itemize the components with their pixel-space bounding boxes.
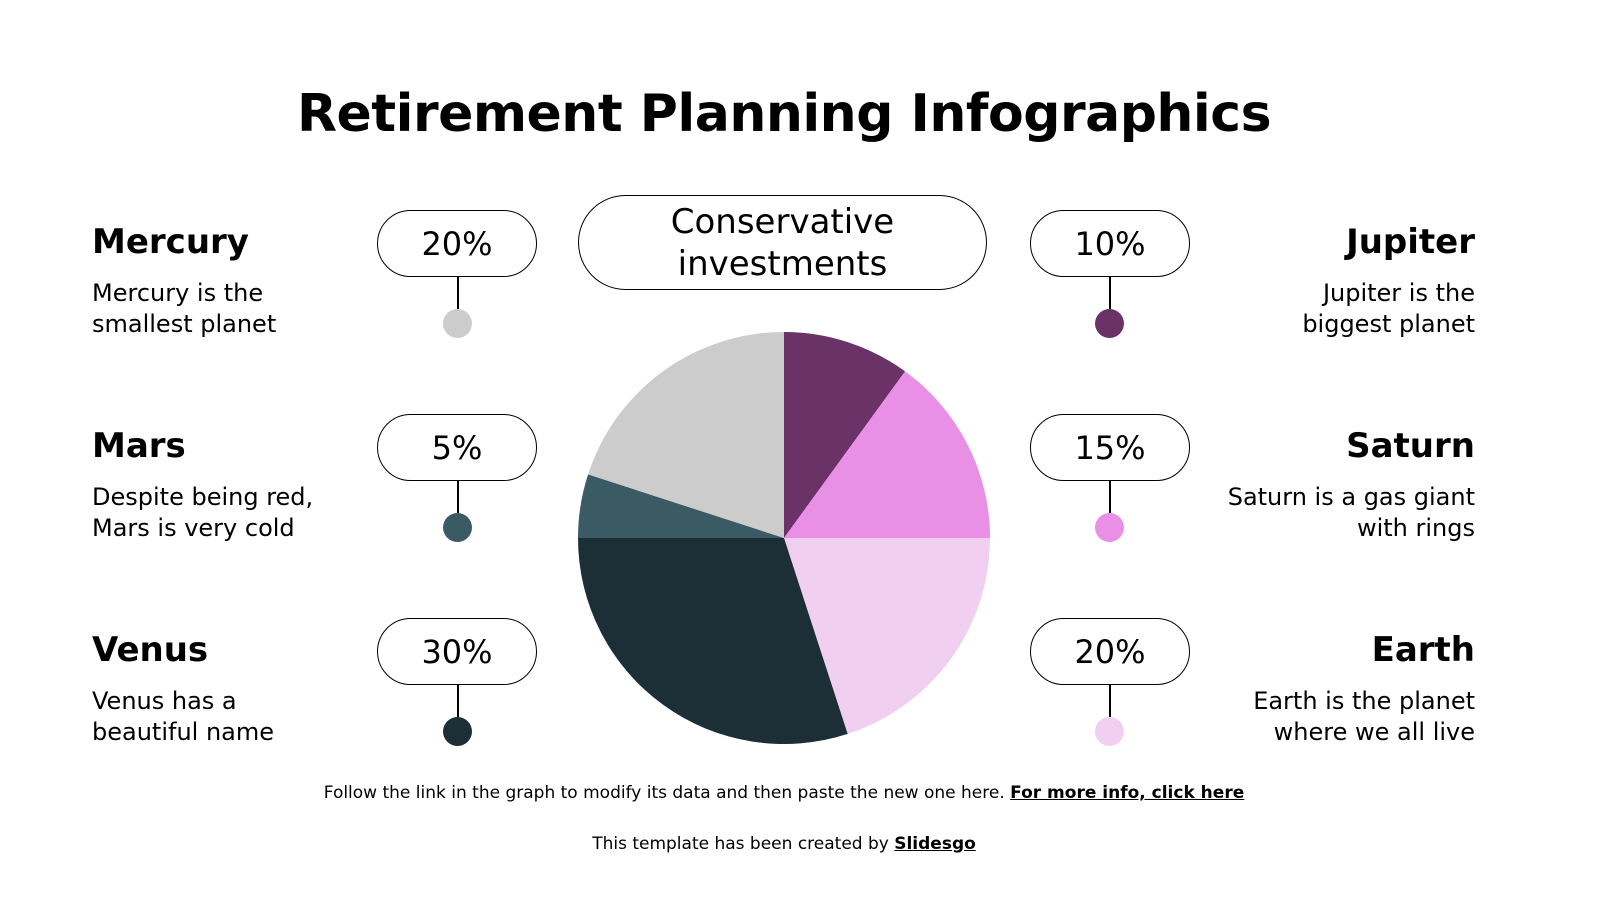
chart-title-pill: Conservative investments — [578, 195, 987, 290]
percent-pill-mars: 5% — [377, 414, 537, 481]
item-desc-mars: Despite being red, Mars is very cold — [92, 483, 314, 542]
percent-pill-saturn: 15% — [1030, 414, 1190, 481]
item-title-mars: Mars — [92, 426, 186, 466]
pie-slice-saturn — [784, 371, 990, 538]
color-dot-earth — [1095, 717, 1124, 746]
connector-line — [457, 685, 459, 717]
item-title-venus: Venus — [92, 630, 209, 670]
pie-chart — [578, 332, 990, 744]
item-desc-venus: Venus has a beautiful name — [92, 687, 275, 746]
chart-title: Conservative investments — [670, 201, 895, 284]
pie-slice-venus — [578, 538, 848, 744]
pie-slice-mars — [578, 474, 784, 538]
color-dot-jupiter — [1095, 309, 1124, 338]
credit-line: This template has been created by Slides… — [592, 834, 976, 854]
percent-pill-venus: 30% — [377, 618, 537, 685]
connector-line — [457, 481, 459, 513]
item-title-jupiter: Jupiter — [1346, 222, 1475, 262]
footer-note: Follow the link in the graph to modify i… — [323, 783, 1245, 803]
item-title-mercury: Mercury — [92, 222, 249, 262]
more-info-link[interactable]: For more info, click here — [1010, 783, 1245, 803]
color-dot-venus — [443, 717, 472, 746]
item-desc-mercury: Mercury is the smallest planet — [92, 279, 277, 338]
connector-line — [457, 277, 459, 309]
item-title-earth: Earth — [1371, 630, 1475, 670]
color-dot-saturn — [1095, 513, 1124, 542]
item-title-saturn: Saturn — [1346, 426, 1475, 466]
connector-line — [1109, 481, 1111, 513]
item-desc-jupiter: Jupiter is the biggest planet — [1302, 279, 1475, 338]
item-desc-earth: Earth is the planet where we all live — [1253, 687, 1475, 746]
connector-line — [1109, 277, 1111, 309]
color-dot-mercury — [443, 309, 472, 338]
connector-line — [1109, 685, 1111, 717]
slidesgo-link[interactable]: Slidesgo — [894, 834, 976, 854]
pie-slice-jupiter — [784, 332, 906, 538]
percent-pill-mercury: 20% — [377, 210, 537, 277]
item-desc-saturn: Saturn is a gas giant with rings — [1227, 483, 1475, 542]
pie-slice-mercury — [588, 332, 784, 538]
percent-pill-earth: 20% — [1030, 618, 1190, 685]
color-dot-mars — [443, 513, 472, 542]
page-title: Retirement Planning Infographics — [296, 84, 1272, 144]
percent-pill-jupiter: 10% — [1030, 210, 1190, 277]
pie-slice-earth — [784, 538, 990, 734]
